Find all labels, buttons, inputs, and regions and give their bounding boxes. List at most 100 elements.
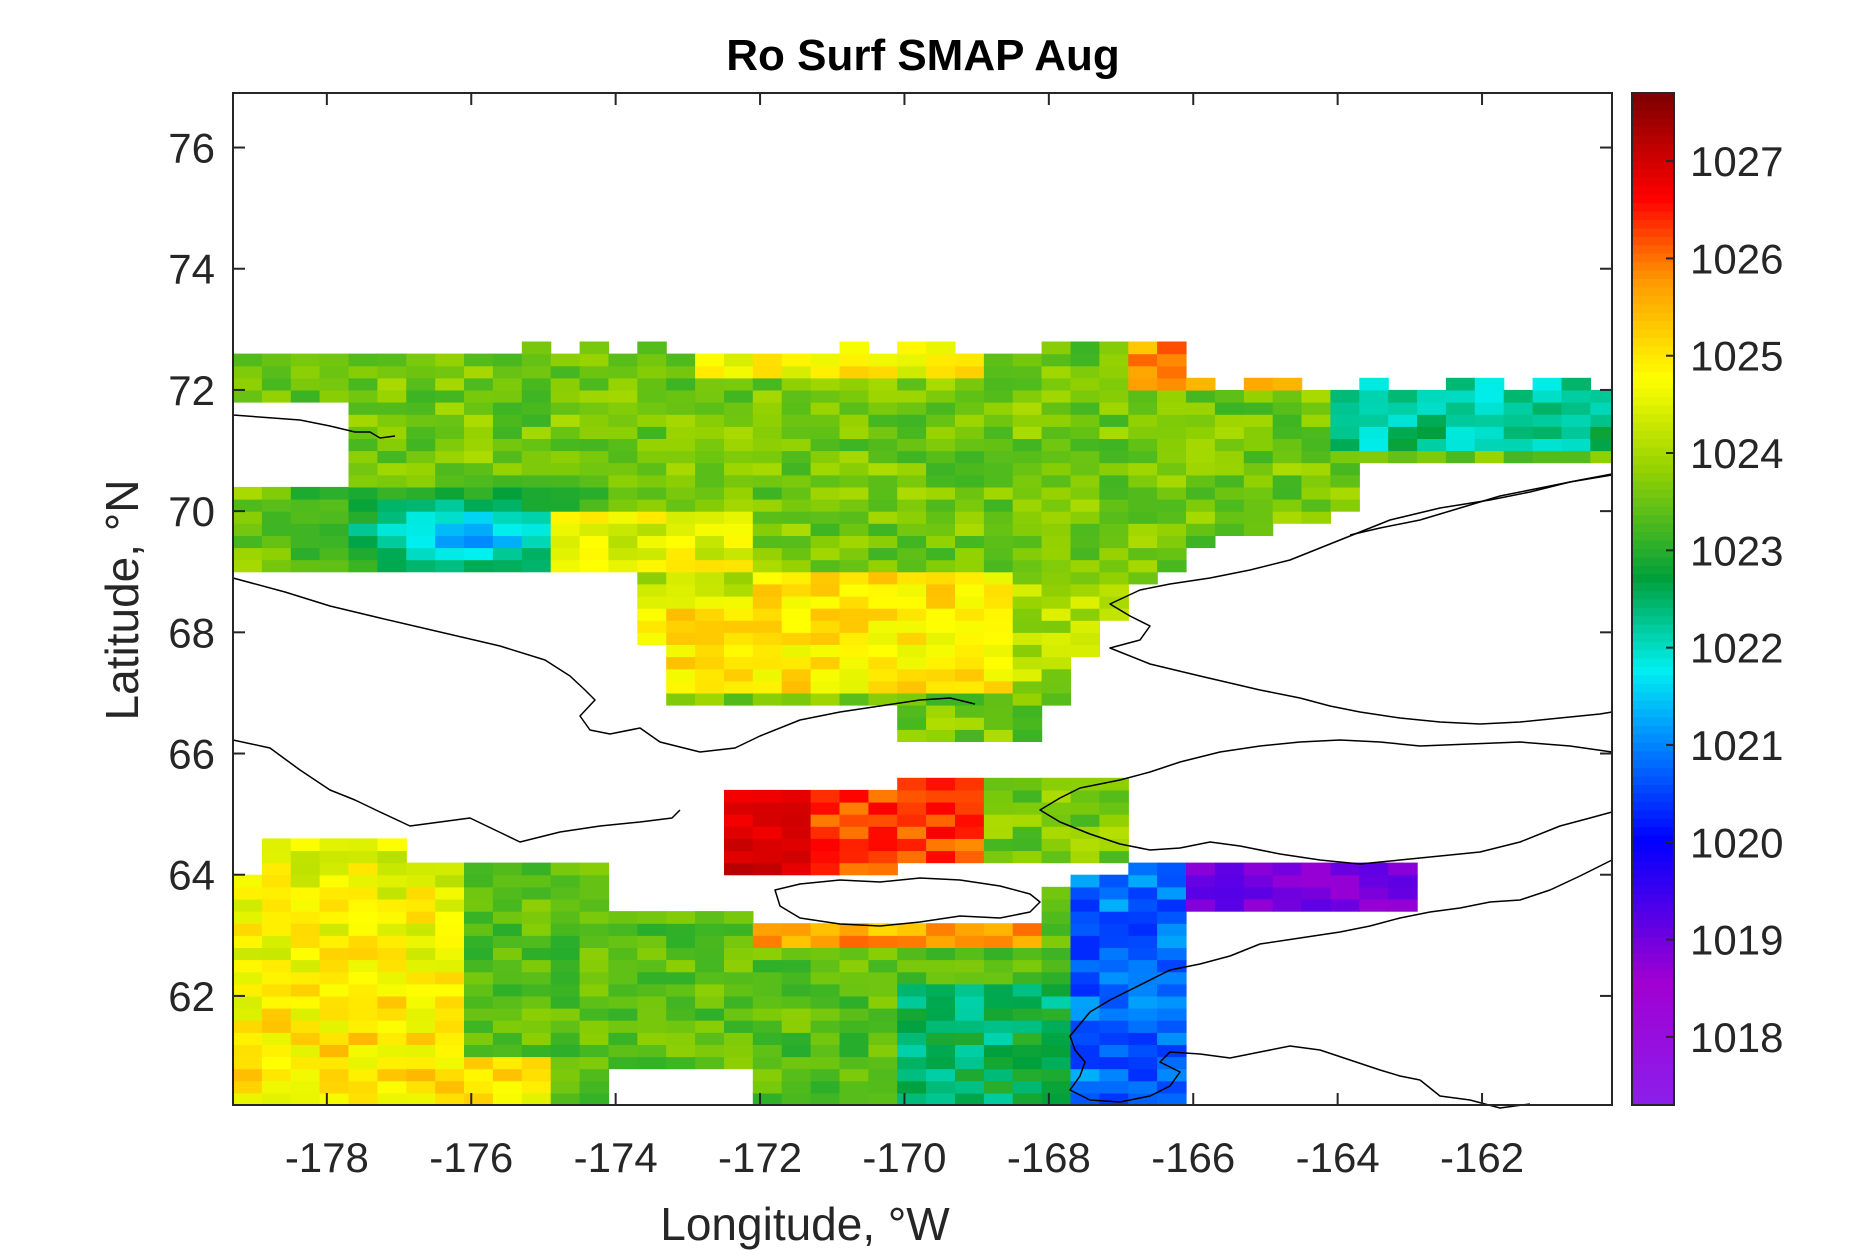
salinity-cell — [435, 511, 465, 524]
salinity-cell — [521, 486, 552, 500]
salinity-cell — [1243, 899, 1274, 912]
salinity-cell — [868, 559, 898, 573]
salinity-cell — [897, 511, 927, 524]
salinity-cell — [492, 486, 523, 500]
salinity-cell — [1099, 377, 1129, 391]
salinity-cell — [464, 535, 494, 549]
salinity-cell — [868, 862, 898, 876]
salinity-cell — [897, 923, 927, 936]
salinity-cell — [521, 1032, 552, 1045]
salinity-cell — [637, 632, 667, 645]
salinity-cell — [1243, 414, 1274, 427]
salinity-cell — [377, 486, 407, 500]
salinity-cell — [810, 838, 841, 852]
salinity-cell — [319, 511, 350, 524]
salinity-cell — [290, 499, 321, 512]
salinity-cell — [752, 995, 783, 1009]
colorbar-segment — [1632, 843, 1674, 853]
salinity-cell — [637, 499, 667, 512]
salinity-cell — [1359, 438, 1389, 452]
salinity-cell — [724, 838, 754, 852]
salinity-cell — [1330, 402, 1360, 415]
salinity-cell — [1041, 608, 1072, 621]
salinity-cell — [810, 450, 841, 464]
salinity-cell — [983, 499, 1014, 512]
salinity-cell — [608, 995, 638, 1009]
salinity-cell — [1157, 402, 1187, 415]
salinity-cell — [724, 450, 754, 464]
salinity-cell — [348, 874, 378, 888]
salinity-cell — [810, 596, 841, 609]
salinity-cell — [752, 983, 783, 997]
salinity-cell — [983, 583, 1014, 597]
salinity-cell — [1128, 450, 1158, 464]
salinity-cell — [1301, 486, 1331, 500]
salinity-cell — [290, 1008, 321, 1021]
salinity-cell — [724, 923, 754, 936]
salinity-cell — [1157, 462, 1187, 476]
salinity-cell — [1099, 1068, 1129, 1082]
salinity-cell — [406, 402, 436, 415]
salinity-cell — [377, 899, 407, 912]
salinity-cell — [319, 874, 350, 888]
salinity-cell — [695, 559, 725, 573]
salinity-cell — [724, 486, 754, 500]
colorbar-segment — [1632, 152, 1674, 161]
salinity-cell — [752, 620, 783, 633]
salinity-cell — [579, 1056, 610, 1070]
salinity-cell — [492, 402, 523, 415]
salinity-cell — [926, 1008, 956, 1021]
salinity-cell — [1561, 389, 1591, 403]
salinity-cell — [1272, 474, 1303, 488]
salinity-cell — [637, 547, 667, 561]
salinity-cell — [1128, 377, 1158, 391]
salinity-cell — [550, 886, 581, 900]
salinity-cell — [290, 389, 321, 403]
colorbar-segment — [1632, 624, 1674, 634]
salinity-cell — [1099, 1080, 1129, 1094]
salinity-cell — [290, 559, 321, 573]
salinity-cell — [1214, 499, 1245, 512]
salinity-cell — [695, 389, 725, 403]
salinity-cell — [955, 414, 985, 427]
salinity-cell — [435, 426, 465, 439]
salinity-cell — [1359, 874, 1389, 888]
y-tick-label: 66 — [168, 731, 215, 778]
salinity-cell — [1157, 365, 1187, 379]
salinity-cell — [464, 886, 494, 900]
salinity-cell — [839, 571, 869, 585]
salinity-cell — [955, 959, 985, 973]
salinity-cell — [579, 1008, 610, 1021]
salinity-cell — [695, 971, 725, 985]
salinity-cell — [637, 1056, 667, 1070]
salinity-cell — [290, 523, 321, 536]
salinity-cell — [261, 377, 292, 391]
salinity-cell — [752, 377, 783, 391]
salinity-cell — [521, 414, 552, 427]
salinity-cell — [1041, 474, 1072, 488]
salinity-cell — [666, 620, 696, 633]
salinity-cell — [406, 499, 436, 512]
salinity-cell — [695, 365, 725, 379]
salinity-cell — [492, 886, 523, 900]
salinity-cell — [377, 402, 407, 415]
salinity-cell — [1157, 511, 1187, 524]
salinity-cell — [1157, 547, 1187, 561]
salinity-cell — [233, 983, 263, 997]
salinity-cell — [1041, 995, 1072, 1009]
salinity-cell — [781, 402, 812, 415]
salinity-cell — [1157, 353, 1187, 367]
salinity-cell — [752, 462, 783, 476]
salinity-cell — [1186, 426, 1216, 439]
chart-title: Ro Surf SMAP Aug — [726, 31, 1120, 80]
salinity-cell — [1243, 511, 1274, 524]
salinity-cell — [521, 862, 552, 876]
salinity-cell — [348, 886, 378, 900]
salinity-cell — [550, 971, 581, 985]
salinity-cell — [926, 680, 956, 694]
salinity-cell — [983, 353, 1014, 367]
salinity-cell — [752, 486, 783, 500]
salinity-cell — [608, 486, 638, 500]
salinity-cell — [521, 1056, 552, 1070]
